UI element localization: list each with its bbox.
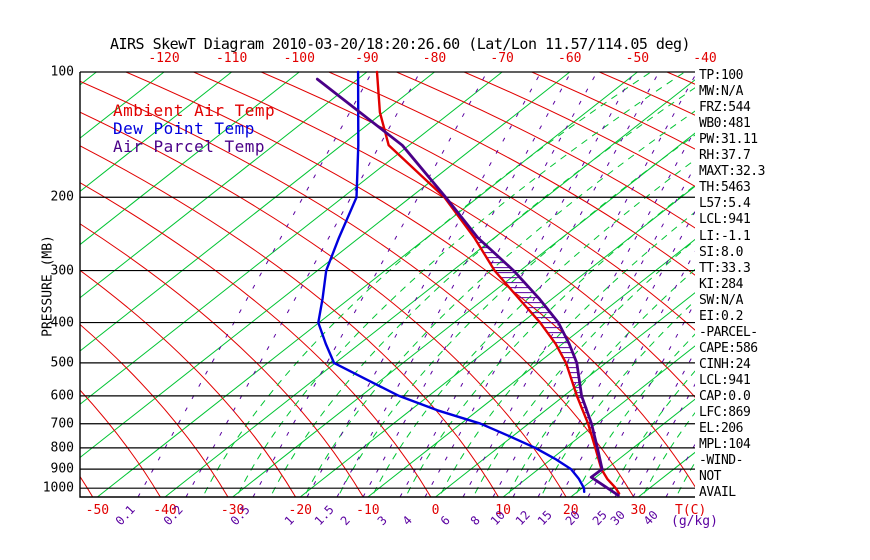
pressure-tick: 400 [50, 315, 74, 331]
pressure-tick: 800 [50, 440, 74, 456]
pressure-tick: 300 [50, 263, 74, 279]
panel-stat-tp: TP:100 [699, 68, 743, 83]
moist-adiabat-grid [202, 72, 695, 497]
bottom-temp-tick: -20 [288, 503, 312, 518]
pressure-tick: 600 [50, 388, 74, 404]
panel-stat-maxt: MAXT:32.3 [699, 164, 765, 180]
panel-stat-cap: CAP:0.0 [699, 389, 751, 404]
top-temp-tick: -100 [283, 51, 315, 66]
top-temp-tick: -90 [355, 51, 379, 66]
panel-stat-parcel: -PARCEL- [699, 324, 758, 340]
bottom-temp-tick: 20 [562, 503, 579, 518]
panel-stat-el: EL:206 [699, 421, 743, 437]
panel-stat-pw: PW:31.11 [699, 132, 758, 148]
panel-stat-wind: -WIND- [699, 453, 743, 469]
ambient-temp-profile-line [375, 70, 621, 495]
bottom-temp-tick: 10 [495, 503, 511, 518]
panel-stat-li: LI:-1.1 [699, 228, 751, 244]
top-temp-tick: -80 [422, 51, 447, 66]
bottom-temp-tick: -10 [356, 503, 380, 518]
top-temp-tick: -120 [148, 51, 180, 66]
pressure-tick: 100 [50, 64, 74, 80]
bottom-temp-tick: -50 [85, 503, 110, 518]
bottom-temp-tick: 30 [630, 503, 647, 518]
panel-stat-ei: EI:0.2 [699, 308, 743, 324]
panel-stat-cinh: CINH:24 [699, 356, 751, 372]
panel-stat-ki: KI:284 [699, 276, 743, 292]
panel-stat-cape: CAPE:586 [699, 340, 758, 356]
legend-dew-point: Dew Point Temp [113, 119, 255, 138]
panel-stat-mw: MW:N/A [699, 84, 743, 100]
mixing-unit-label: (g/kg) [671, 514, 718, 529]
bottom-temp-tick: -40 [153, 503, 177, 518]
panel-stat-th: TH:5463 [699, 180, 751, 196]
top-temp-tick: -70 [490, 51, 514, 66]
bottom-temp-tick: -30 [220, 503, 245, 518]
panel-stat-mpl: MPL:104 [699, 437, 751, 453]
panel-stat-l57: L57:5.4 [699, 196, 751, 212]
panel-stat-frz: FRZ:544 [699, 100, 751, 116]
panel-stat-si: SI:8.0 [699, 244, 743, 260]
temp-unit-label: T(C) [675, 503, 707, 518]
chart-title: AIRS SkewT Diagram 2010-03-20/18:20:26.6… [109, 35, 691, 53]
pressure-tick: 200 [50, 189, 74, 205]
dewpoint-profile-line [317, 70, 586, 493]
top-temp-tick: -110 [215, 51, 248, 66]
pressure-tick: 700 [50, 416, 74, 432]
top-temp-tick: -60 [558, 51, 582, 66]
legend-air-parcel: Air Parcel Temp [113, 137, 265, 156]
panel-stat-lfc: LFC:869 [699, 405, 751, 421]
pressure-gridlines [80, 71, 695, 489]
panel-stat-rh: RH:37.7 [699, 148, 751, 164]
pressure-tick: 900 [50, 461, 74, 477]
panel-stat-sw: SW:N/A [699, 292, 743, 308]
panel-stat-wb0: WB0:481 [699, 116, 751, 132]
pressure-tick: 500 [50, 355, 74, 371]
legend-ambient-temp: Ambient Air Temp [113, 101, 276, 120]
panel-stat-not: NOT [699, 469, 721, 485]
panel-stat-lcl: LCL:941 [699, 212, 751, 228]
bottom-temp-tick: 0 [431, 503, 440, 518]
parcel-temp-profile-line [315, 77, 620, 497]
plot-frame [79, 72, 695, 498]
panel-stat-lcl: LCL:941 [699, 372, 751, 388]
pressure-tick: 1000 [42, 480, 74, 496]
top-temp-tick: -50 [625, 51, 650, 66]
panel-stat-tt: TT:33.3 [699, 260, 751, 276]
cape-hatching [448, 202, 600, 459]
panel-stat-avail: AVAIL [699, 485, 736, 501]
top-temp-tick: -40 [693, 51, 717, 66]
